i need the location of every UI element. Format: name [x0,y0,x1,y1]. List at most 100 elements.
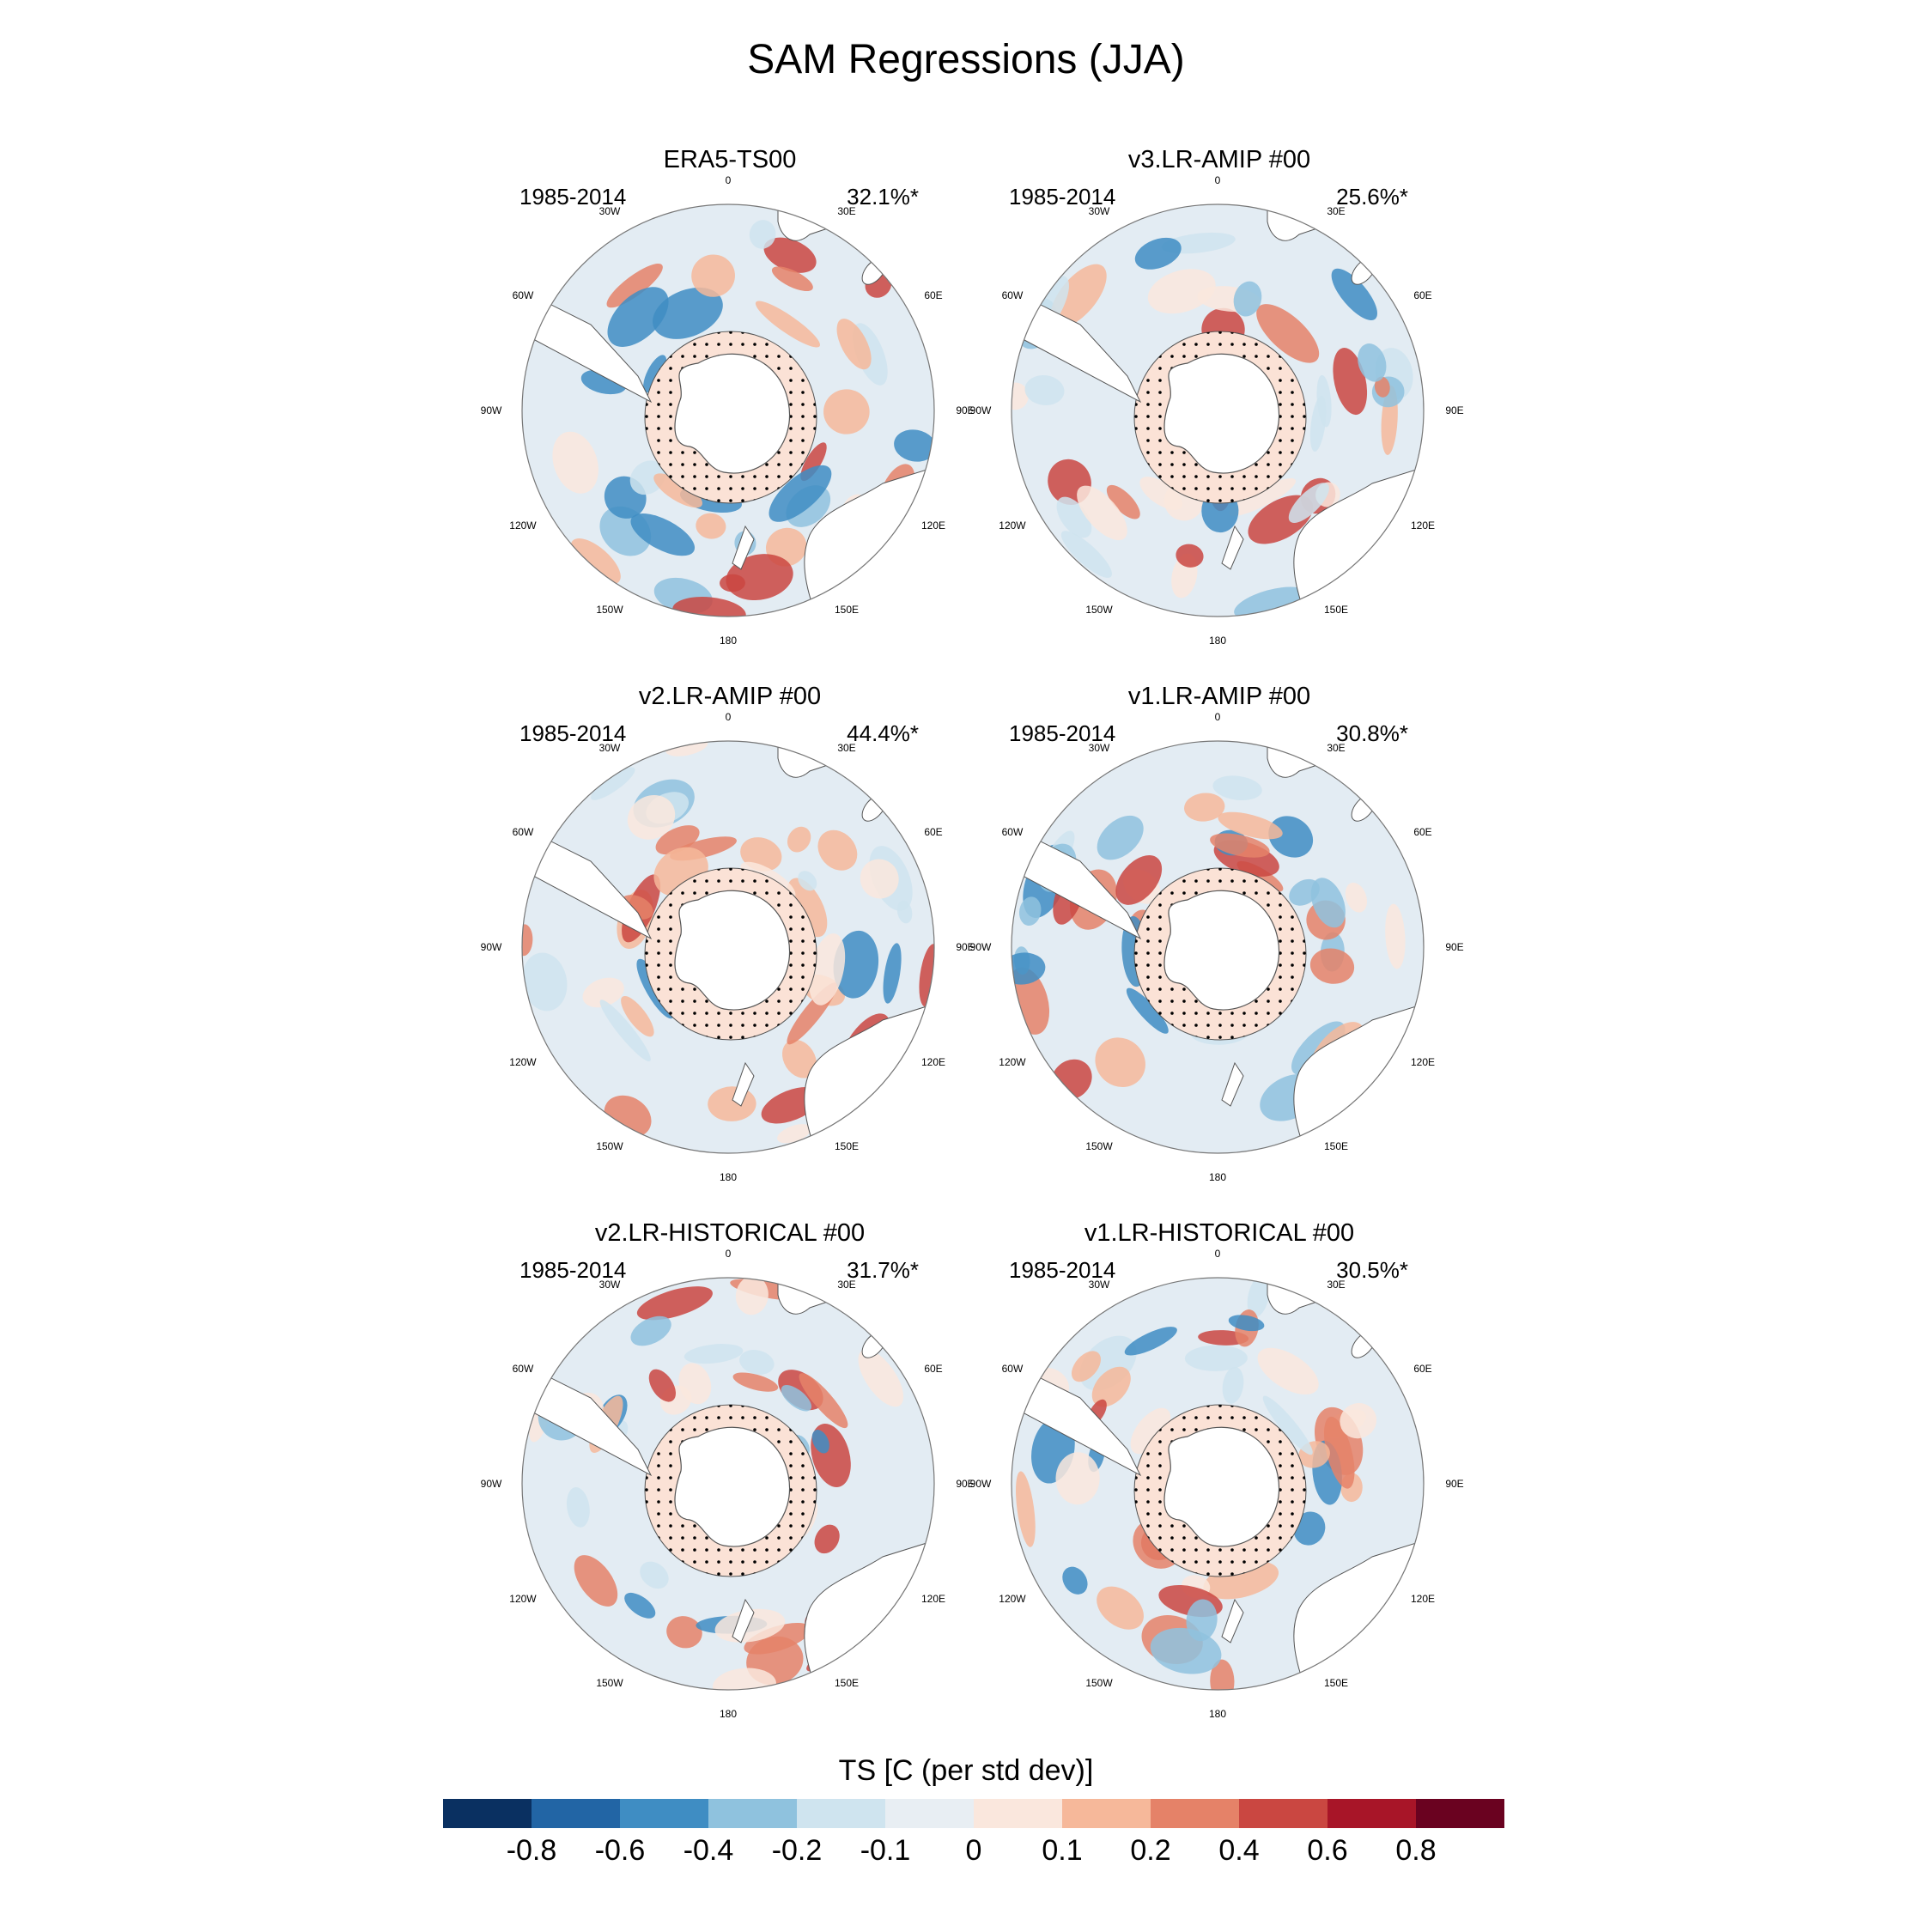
colorbar-tick-label: -0.8 [506,1834,557,1867]
anomaly-patch [1210,1659,1235,1690]
anomaly-patch [1012,382,1029,410]
anomaly-patch [1256,304,1320,363]
anomaly-patch [591,767,635,800]
longitude-label: 30E [837,204,856,217]
panel-period: 1985-2014 [519,720,627,746]
panel-title: v3.LR-AMIP #00 [1127,146,1311,173]
anomaly-patch [860,859,899,899]
polar-map [1011,204,1425,617]
anomaly-patch [720,574,745,592]
longitude-label: 120W [509,1593,537,1605]
longitude-label: 120W [999,519,1026,532]
anomaly-patch [1309,948,1355,984]
anomaly-patch [919,944,934,1007]
longitude-label: 0 [1214,711,1221,723]
anomaly-patch [1097,815,1144,860]
anomaly-patch [629,460,665,495]
anomaly-patch [1176,544,1204,568]
longitude-label: 60W [512,1363,534,1375]
longitude-label: 90W [480,1478,502,1490]
anomaly-patch [1055,1452,1100,1505]
longitude-label: 90W [480,941,502,953]
panel-variance: 30.8%* [1336,720,1408,746]
anomaly-patch [1018,896,1042,927]
anomaly-patch [836,319,872,370]
map-panel: v2.LR-AMIP #00 1985-2014 44.4%* 0 30E 60E 90E 1… [472,683,987,1183]
anomaly-patch [781,1039,817,1078]
longitude-label: 60E [924,289,943,301]
anomaly-patch [653,473,702,508]
colorbar-swatch [532,1799,620,1828]
anomaly-patch [574,1555,618,1607]
new-zealand-landmass [732,1061,755,1107]
anomaly-patch [1288,483,1329,523]
longitude-label: 30W [1088,1278,1110,1291]
colorbar-swatch [885,1799,974,1828]
longitude-label: 120E [1411,519,1436,532]
longitude-label: 120E [921,519,946,532]
panel-period: 1985-2014 [1009,184,1116,210]
anomaly-patch [763,237,817,273]
anomaly-patch [1024,374,1065,405]
antarctica-landmass [1163,890,1280,1011]
colorbar-swatch [1327,1799,1416,1828]
map-border [1011,204,1425,617]
map-panel: ERA5-TS00 1985-2014 32.1%* 0 30E 60E 90E 120E 15… [472,146,987,647]
anomaly-patch [570,538,621,585]
new-zealand-landmass [1221,1598,1244,1643]
anomaly-patch [1095,1037,1145,1087]
longitude-label: 60W [1001,826,1024,838]
anomaly-patch [1050,264,1107,328]
anomaly-patch [1268,816,1314,858]
anomaly-patch [755,301,821,348]
anomaly-patch [599,999,651,1062]
anomaly-patch [735,1278,769,1315]
antarctica-landmass [674,890,791,1011]
longitude-label: 30W [598,741,621,754]
anomaly-patch [640,1561,669,1589]
anomaly-patch [696,513,726,539]
longitude-label: 180 [719,635,738,647]
longitude-label: 30W [598,204,621,217]
panel-title: v1.LR-AMIP #00 [1127,683,1311,710]
anomaly-patch [1374,376,1390,398]
longitude-label: 120E [921,1593,946,1605]
anomaly-patch [691,254,735,297]
anomaly-patch [1147,269,1216,314]
south-america-landmass [522,289,653,404]
new-zealand-landmass [732,1598,755,1643]
colorbar-title: TS [C (per std dev)] [838,1754,1094,1787]
south-america-landmass [1012,826,1142,940]
anomaly-patch [1340,1403,1377,1439]
longitude-label: 90W [480,404,502,416]
longitude-label: 60E [1413,826,1432,838]
colorbar [443,1799,1504,1828]
polar-map [521,740,935,1154]
panel-variance: 25.6%* [1336,184,1408,210]
longitude-label: 90W [969,1478,992,1490]
south-america-landmass [1012,1363,1142,1477]
anomaly-patch [666,1616,702,1649]
colorbar-swatch [974,1799,1062,1828]
colorbar-tick-label: 0.1 [1042,1834,1083,1867]
anomaly-patch [1310,878,1346,928]
map-border [521,204,935,617]
anomaly-patch [732,1372,779,1392]
anomaly-patch [636,1286,713,1321]
anomaly-patch [653,287,723,339]
anomaly-patch [1233,281,1262,317]
south-america-landmass [522,826,653,940]
anomaly-patch [777,1124,811,1144]
longitude-label: 150W [596,604,623,617]
anomaly-patch [833,930,879,999]
new-zealand-landmass [1221,1061,1244,1107]
antarctica-landmass [674,353,791,474]
colorbar-tick-label: 0.6 [1307,1834,1348,1867]
anomaly-patch [522,952,568,1012]
panel-title: v2.LR-HISTORICAL #00 [594,1219,866,1247]
longitude-label: 120E [1411,1056,1436,1068]
longitude-label: 180 [1208,635,1227,647]
south-america-landmass [522,1363,653,1477]
anomaly-patch [606,264,663,308]
longitude-label: 30E [1327,741,1346,754]
